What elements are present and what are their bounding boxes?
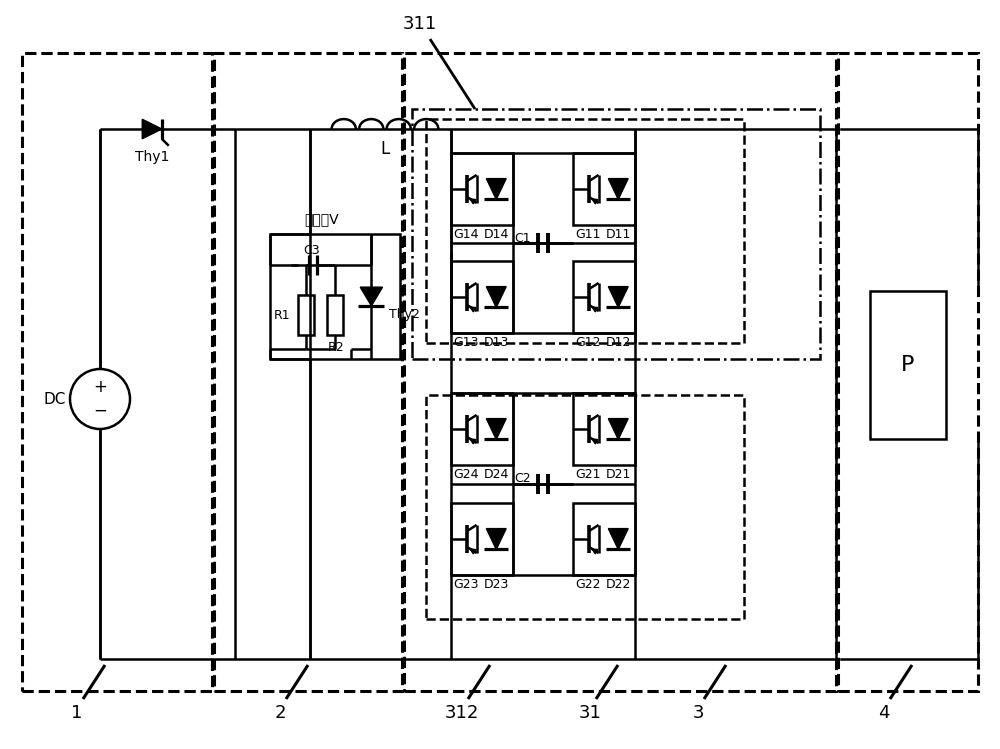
Text: 311: 311 (403, 15, 437, 33)
Text: G22: G22 (576, 578, 601, 592)
Text: C2: C2 (514, 473, 531, 485)
Text: 2: 2 (274, 704, 286, 722)
Polygon shape (608, 178, 628, 199)
Bar (573, 393, 635, 465)
Bar (451, 261, 513, 333)
Text: R1: R1 (274, 309, 290, 322)
Text: C3: C3 (303, 243, 320, 257)
Text: R2: R2 (328, 341, 345, 354)
Text: G21: G21 (576, 469, 601, 482)
Text: −: − (93, 402, 107, 420)
Bar (426, 395, 744, 619)
Text: D22: D22 (606, 578, 631, 592)
Text: DC: DC (44, 392, 66, 407)
Text: P: P (901, 355, 915, 375)
Text: D11: D11 (606, 228, 631, 241)
Text: G14: G14 (454, 228, 479, 241)
Bar (451, 503, 513, 575)
Text: +: + (93, 378, 107, 396)
Text: 1: 1 (71, 704, 83, 722)
Text: G12: G12 (576, 336, 601, 350)
Text: D14: D14 (484, 228, 509, 241)
Text: 31: 31 (579, 704, 601, 722)
Text: G23: G23 (454, 578, 479, 592)
Bar (451, 153, 513, 225)
Bar (214, 53, 402, 691)
Polygon shape (360, 287, 383, 306)
Text: D21: D21 (606, 469, 631, 482)
Text: 恢复阀V: 恢复阀V (305, 212, 339, 226)
Text: L: L (380, 140, 390, 158)
Bar (270, 234, 400, 359)
Text: G13: G13 (454, 336, 479, 350)
Polygon shape (142, 119, 162, 139)
Text: 4: 4 (878, 704, 890, 722)
Text: D24: D24 (484, 469, 509, 482)
Text: D12: D12 (606, 336, 631, 350)
Polygon shape (486, 419, 506, 440)
Text: G11: G11 (576, 228, 601, 241)
Polygon shape (486, 529, 506, 550)
Bar (870, 291, 946, 439)
Bar (22, 53, 212, 691)
Text: D13: D13 (484, 336, 509, 350)
Polygon shape (608, 529, 628, 550)
Polygon shape (486, 287, 506, 307)
Bar (404, 53, 836, 691)
Polygon shape (608, 419, 628, 440)
Text: C1: C1 (514, 231, 531, 244)
Text: Thy2: Thy2 (389, 308, 420, 321)
Bar (573, 153, 635, 225)
Bar (573, 503, 635, 575)
Text: G24: G24 (454, 469, 479, 482)
Bar (573, 261, 635, 333)
Bar (426, 119, 744, 343)
Text: 3: 3 (692, 704, 704, 722)
Bar (451, 393, 513, 465)
Polygon shape (486, 178, 506, 199)
Bar (838, 53, 978, 691)
Bar (298, 295, 314, 336)
Text: D23: D23 (484, 578, 509, 592)
Bar (327, 295, 343, 336)
Text: Thy1: Thy1 (135, 150, 169, 164)
Text: 312: 312 (445, 704, 479, 722)
Polygon shape (608, 287, 628, 307)
Bar (412, 109, 820, 359)
